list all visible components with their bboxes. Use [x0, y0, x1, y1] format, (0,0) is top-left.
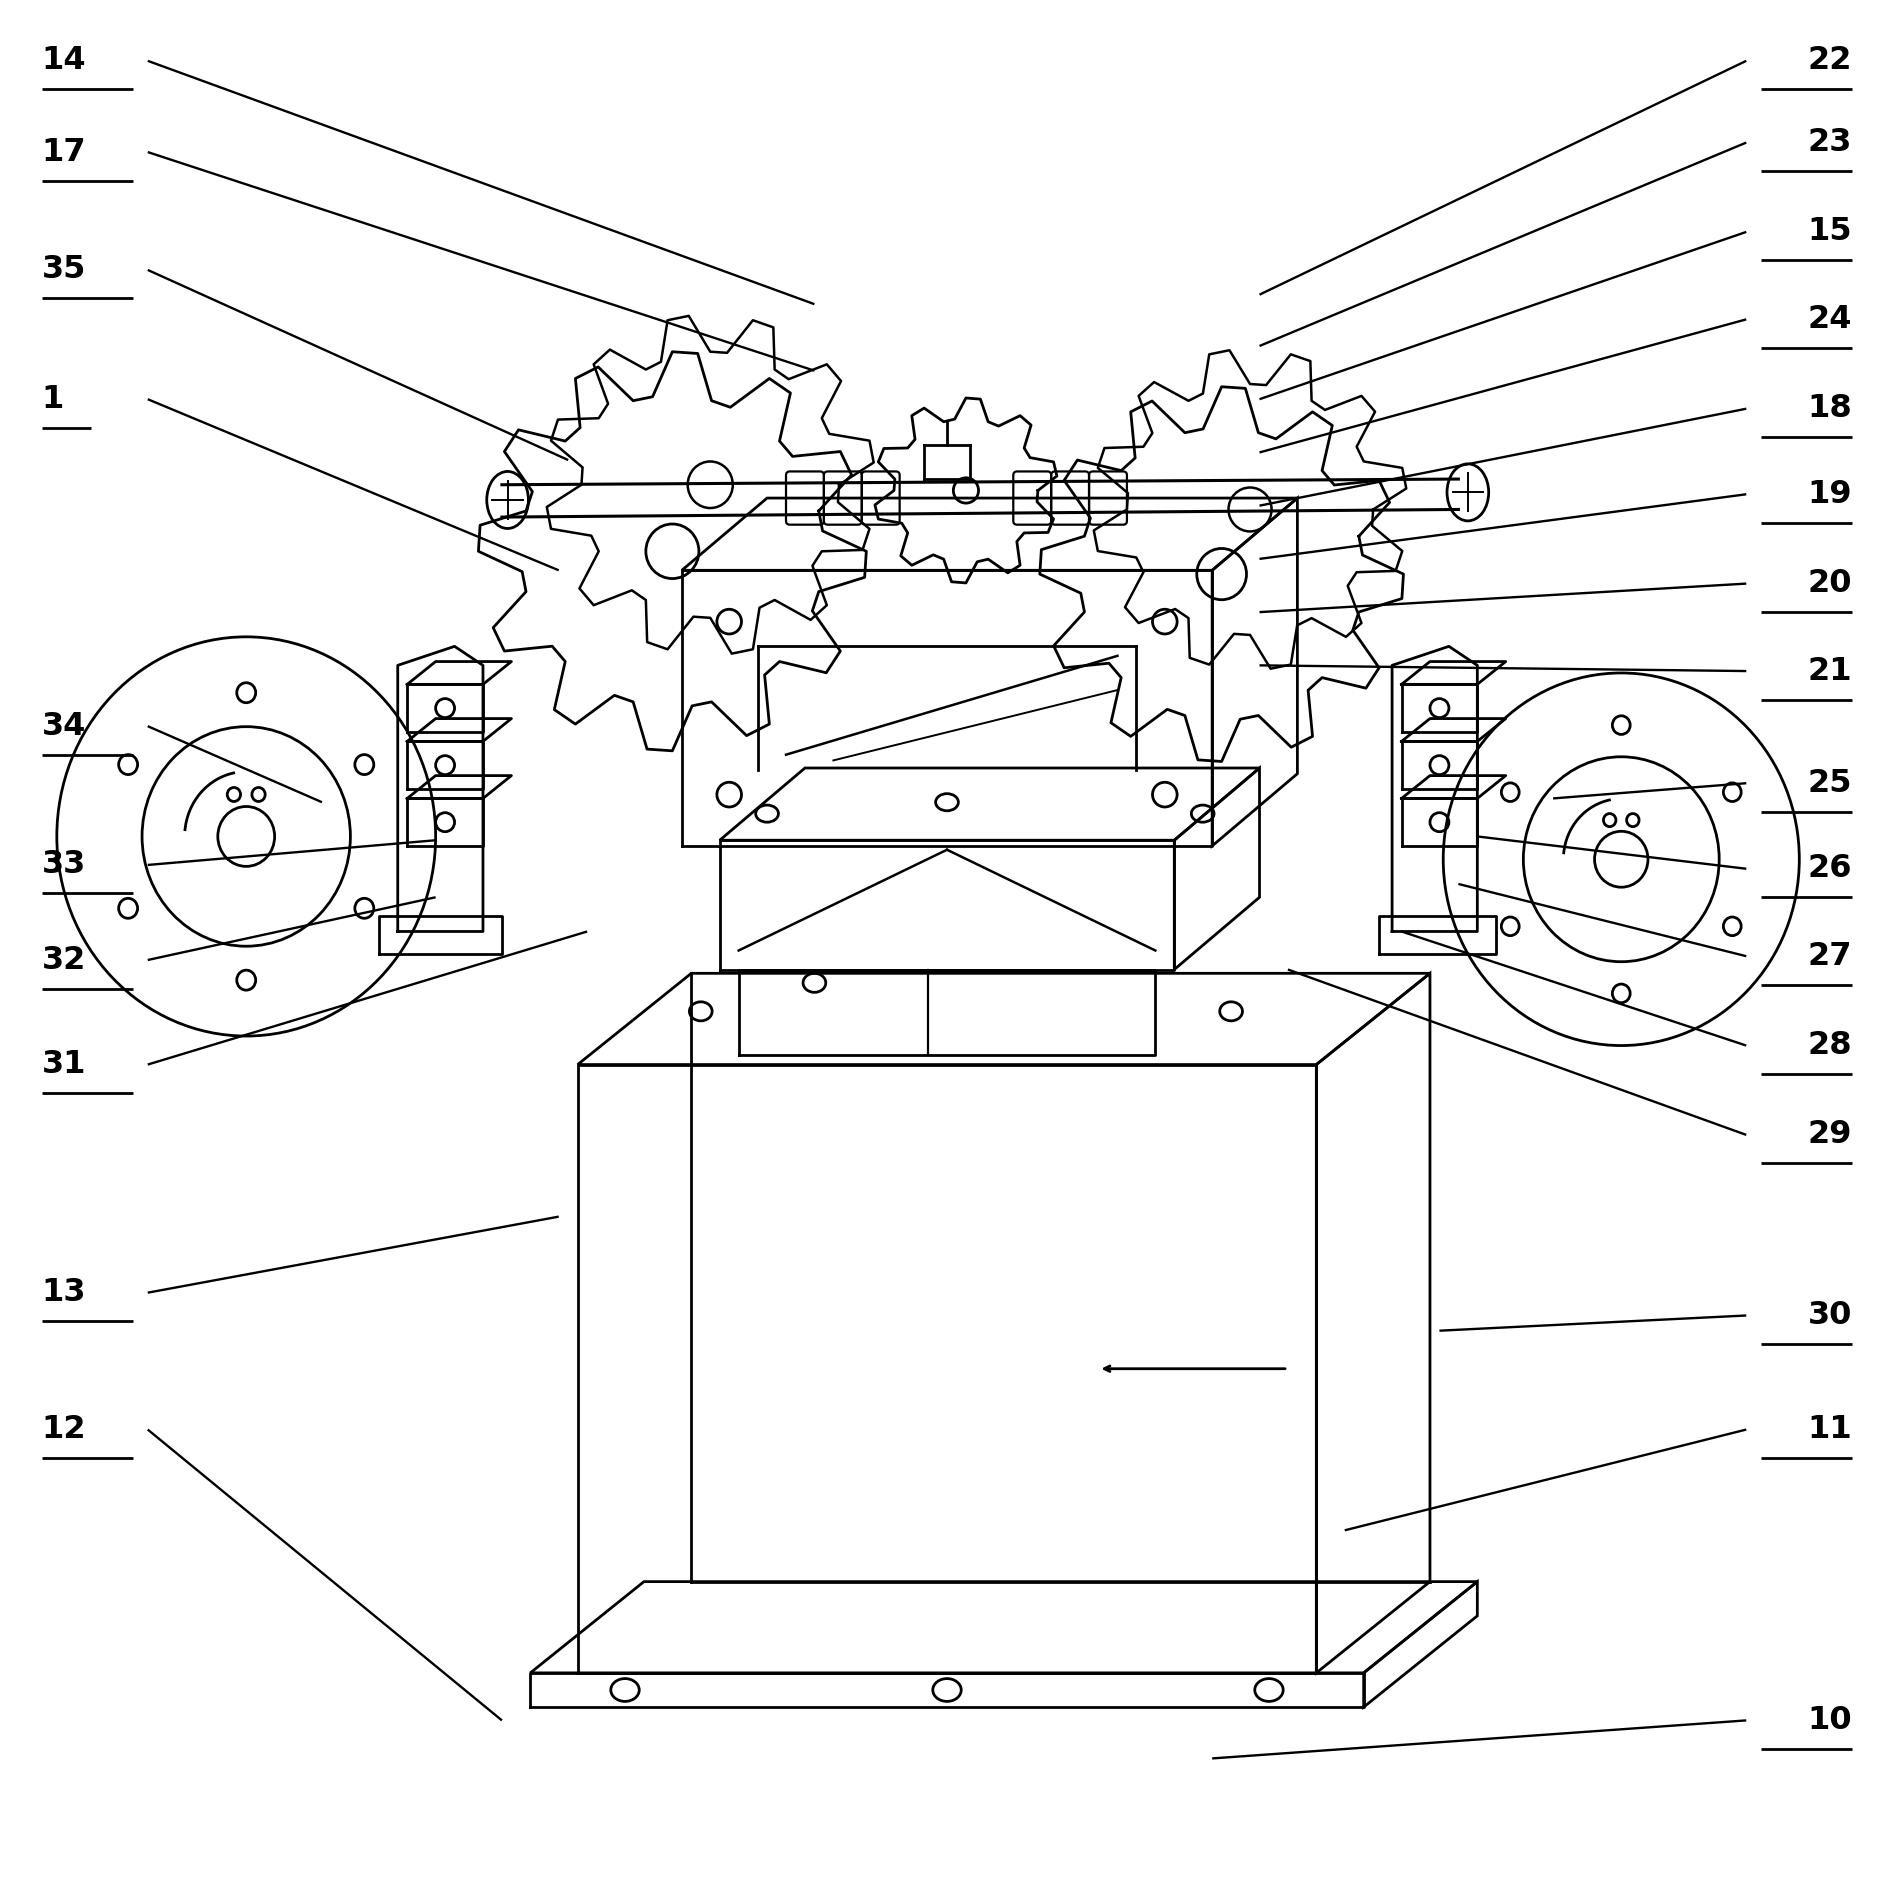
- Text: 12: 12: [42, 1414, 87, 1445]
- Text: 26: 26: [1809, 854, 1852, 884]
- Text: 30: 30: [1809, 1300, 1852, 1331]
- Text: 1: 1: [42, 384, 64, 414]
- Text: 18: 18: [1807, 394, 1852, 424]
- Text: 35: 35: [42, 255, 85, 285]
- Text: 24: 24: [1809, 304, 1852, 335]
- Text: 33: 33: [42, 850, 85, 880]
- Text: 25: 25: [1809, 768, 1852, 798]
- Text: 31: 31: [42, 1049, 85, 1080]
- Text: 32: 32: [42, 945, 85, 975]
- Text: 19: 19: [1809, 479, 1852, 509]
- Text: 23: 23: [1809, 127, 1852, 158]
- Text: 21: 21: [1807, 656, 1852, 686]
- Text: 22: 22: [1809, 46, 1852, 76]
- Text: 14: 14: [42, 46, 87, 76]
- Text: 13: 13: [42, 1277, 85, 1308]
- Text: 15: 15: [1807, 217, 1852, 247]
- Text: 20: 20: [1809, 568, 1852, 599]
- Text: 10: 10: [1807, 1705, 1852, 1736]
- Text: 27: 27: [1809, 941, 1852, 971]
- Text: 29: 29: [1809, 1120, 1852, 1150]
- Text: 28: 28: [1807, 1030, 1852, 1061]
- Text: 17: 17: [42, 137, 87, 167]
- Text: 34: 34: [42, 711, 85, 741]
- Text: 11: 11: [1807, 1414, 1852, 1445]
